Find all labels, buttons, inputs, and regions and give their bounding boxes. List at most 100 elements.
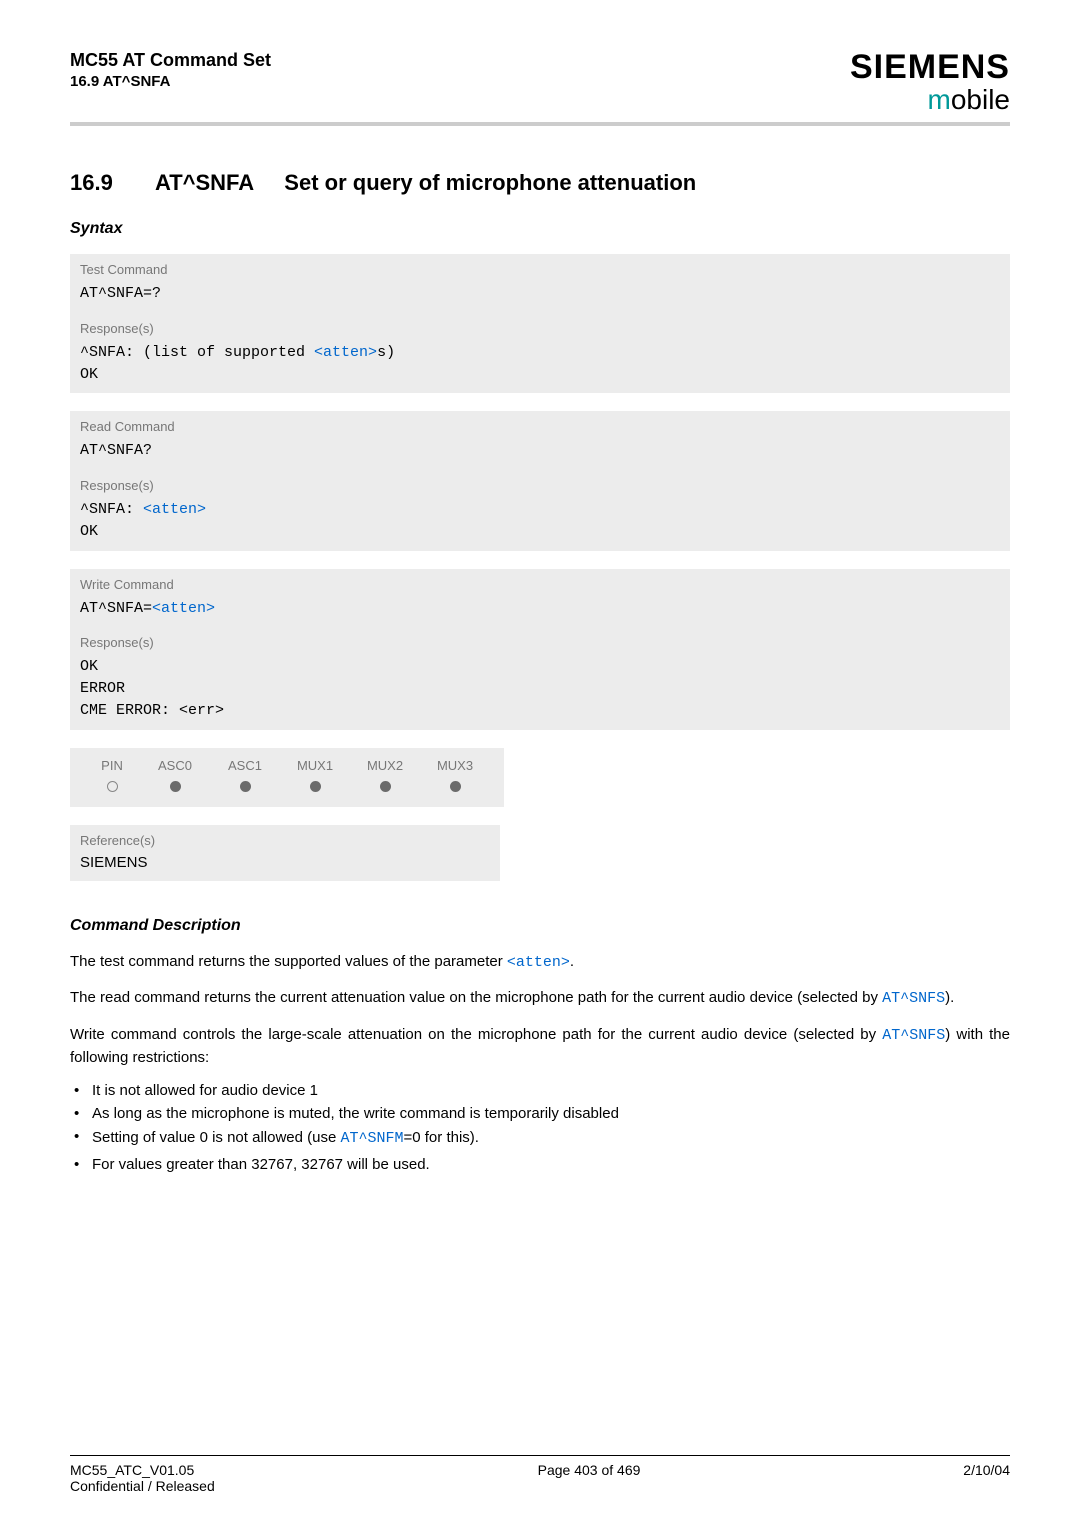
- read-resp-ok: OK: [80, 521, 1000, 543]
- list-item: It is not allowed for audio device 1: [74, 1082, 1010, 1099]
- write-resp-ok: OK: [80, 656, 1000, 678]
- reference-value: SIEMENS: [80, 854, 490, 871]
- page-header: MC55 AT Command Set 16.9 AT^SNFA SIEMENS…: [70, 50, 1010, 114]
- pin-header: MUX3: [420, 754, 490, 777]
- circle-open-icon: [107, 781, 118, 792]
- p1-b: .: [570, 953, 574, 970]
- footer-version: MC55_ATC_V01.05: [70, 1462, 215, 1478]
- header-right: SIEMENS mobile: [850, 50, 1010, 114]
- reference-block: Reference(s) SIEMENS: [70, 825, 500, 881]
- desc-paragraph-1: The test command returns the supported v…: [70, 951, 1010, 974]
- pin-header: MUX1: [280, 754, 350, 777]
- footer-row: MC55_ATC_V01.05 Confidential / Released …: [70, 1462, 1010, 1494]
- read-response-label: Response(s): [80, 478, 1000, 493]
- test-command-label: Test Command: [80, 262, 1000, 277]
- desc-paragraph-2: The read command returns the current att…: [70, 987, 1010, 1010]
- test-command-text: AT^SNFA=?: [80, 283, 1000, 305]
- write-cmd-prefix: AT^SNFA=: [80, 600, 152, 617]
- pin-value: [350, 777, 420, 799]
- test-resp-text-a: (list of supported: [143, 344, 314, 361]
- pin-value: [84, 777, 140, 799]
- read-command-label: Read Command: [80, 419, 1000, 434]
- write-command-block: Write Command AT^SNFA=<atten>: [70, 569, 1010, 628]
- p3-a: Write command controls the large-scale a…: [70, 1026, 882, 1043]
- write-cmd-link[interactable]: <atten>: [152, 600, 215, 617]
- p1-a: The test command returns the supported v…: [70, 953, 507, 970]
- circle-filled-icon: [380, 781, 391, 792]
- list-item: As long as the microphone is muted, the …: [74, 1105, 1010, 1122]
- pin-header: PIN: [84, 754, 140, 777]
- test-resp-ok: OK: [80, 364, 1000, 386]
- doc-title: MC55 AT Command Set: [70, 50, 271, 71]
- circle-filled-icon: [170, 781, 181, 792]
- b3-a: Setting of value 0 is not allowed (use: [92, 1129, 340, 1146]
- write-resp-cme: CME ERROR: <err>: [80, 700, 1000, 722]
- page-footer: MC55_ATC_V01.05 Confidential / Released …: [70, 1455, 1010, 1494]
- test-resp-link[interactable]: <atten>: [314, 344, 377, 361]
- reference-label: Reference(s): [80, 833, 490, 848]
- read-response-line: ^SNFA: <atten>: [80, 499, 1000, 521]
- footer-divider: [70, 1455, 1010, 1456]
- read-resp-prefix: ^SNFA:: [80, 501, 143, 518]
- read-command-block: Read Command AT^SNFA?: [70, 411, 1010, 470]
- pin-value: [140, 777, 210, 799]
- pin-header: ASC0: [140, 754, 210, 777]
- footer-date: 2/10/04: [963, 1462, 1010, 1494]
- brand-logo: SIEMENS: [850, 50, 1010, 84]
- pin-value: [420, 777, 490, 799]
- read-resp-link[interactable]: <atten>: [143, 501, 206, 518]
- b3-b: =0 for this).: [404, 1129, 479, 1146]
- section-number: 16.9: [70, 170, 113, 196]
- pin-value: [280, 777, 350, 799]
- brand-sub: mobile: [850, 86, 1010, 114]
- section-cmd: AT^SNFA: [155, 170, 254, 196]
- p2-a: The read command returns the current att…: [70, 989, 882, 1006]
- footer-page-number: Page 403 of 469: [538, 1462, 641, 1494]
- list-item: For values greater than 32767, 32767 wil…: [74, 1156, 1010, 1173]
- read-response-block: Response(s) ^SNFA: <atten> OK: [70, 470, 1010, 551]
- restriction-list: It is not allowed for audio device 1 As …: [74, 1082, 1010, 1173]
- doc-subtitle: 16.9 AT^SNFA: [70, 73, 271, 90]
- b3-link[interactable]: AT^SNFM: [340, 1130, 403, 1147]
- p2-b: ).: [945, 989, 954, 1006]
- header-left: MC55 AT Command Set 16.9 AT^SNFA: [70, 50, 271, 90]
- command-description-heading: Command Description: [70, 917, 1010, 935]
- p3-link[interactable]: AT^SNFS: [882, 1027, 945, 1044]
- list-item: Setting of value 0 is not allowed (use A…: [74, 1128, 1010, 1150]
- footer-confidential: Confidential / Released: [70, 1478, 215, 1494]
- write-resp-error: ERROR: [80, 678, 1000, 700]
- write-response-block: Response(s) OK ERROR CME ERROR: <err>: [70, 627, 1010, 729]
- pin-value: [210, 777, 280, 799]
- test-response-line: ^SNFA: (list of supported <atten>s): [80, 342, 1000, 364]
- write-command-group: Write Command AT^SNFA=<atten> Response(s…: [70, 569, 1010, 730]
- brand-sub-m: m: [928, 84, 951, 115]
- footer-left: MC55_ATC_V01.05 Confidential / Released: [70, 1462, 215, 1494]
- desc-paragraph-3: Write command controls the large-scale a…: [70, 1024, 1010, 1068]
- write-command-text: AT^SNFA=<atten>: [80, 598, 1000, 620]
- test-command-block: Test Command AT^SNFA=?: [70, 254, 1010, 313]
- test-response-label: Response(s): [80, 321, 1000, 336]
- section-title: Set or query of microphone attenuation: [284, 170, 696, 195]
- read-command-text: AT^SNFA?: [80, 440, 1000, 462]
- pin-header: ASC1: [210, 754, 280, 777]
- read-command-group: Read Command AT^SNFA? Response(s) ^SNFA:…: [70, 411, 1010, 550]
- pin-support-table: PIN ASC0 ASC1 MUX1 MUX2 MUX3: [70, 748, 504, 807]
- test-command-group: Test Command AT^SNFA=? Response(s) ^SNFA…: [70, 254, 1010, 393]
- test-resp-text-b: s): [377, 344, 395, 361]
- pin-header-row: PIN ASC0 ASC1 MUX1 MUX2 MUX3: [84, 754, 490, 777]
- section-heading: 16.9 AT^SNFA Set or query of microphone …: [70, 170, 1010, 196]
- circle-filled-icon: [450, 781, 461, 792]
- pin-value-row: [84, 777, 490, 799]
- circle-filled-icon: [310, 781, 321, 792]
- test-resp-prefix: ^SNFA:: [80, 344, 143, 361]
- write-response-label: Response(s): [80, 635, 1000, 650]
- write-command-label: Write Command: [80, 577, 1000, 592]
- circle-filled-icon: [240, 781, 251, 792]
- p2-link[interactable]: AT^SNFS: [882, 990, 945, 1007]
- syntax-label: Syntax: [70, 220, 1010, 238]
- pin-header: MUX2: [350, 754, 420, 777]
- test-response-block: Response(s) ^SNFA: (list of supported <a…: [70, 313, 1010, 394]
- p1-link[interactable]: <atten>: [507, 954, 570, 971]
- brand-sub-rest: obile: [951, 84, 1010, 115]
- header-divider: [70, 122, 1010, 126]
